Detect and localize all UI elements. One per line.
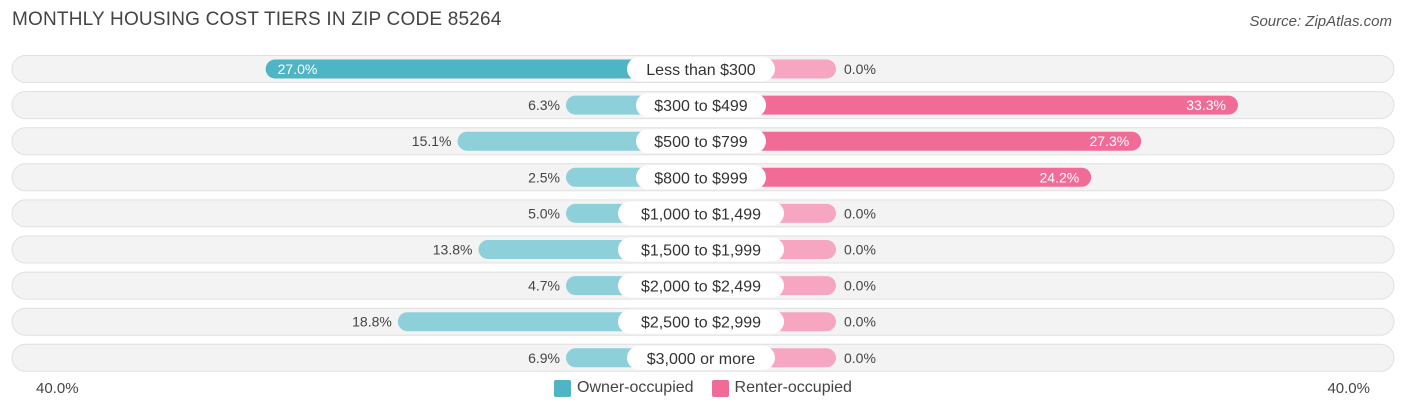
source-label: Source: ZipAtlas.com bbox=[1249, 13, 1392, 30]
category-label: Less than $300 bbox=[646, 62, 756, 79]
owner-value-label: 5.0% bbox=[528, 205, 560, 221]
category-pill bbox=[627, 57, 775, 81]
legend-item-renter: Renter-occupied bbox=[711, 379, 852, 397]
category-label: $3,000 or more bbox=[647, 351, 756, 368]
renter-value-label: 27.3% bbox=[1090, 133, 1130, 149]
category-label: $300 to $499 bbox=[654, 98, 748, 115]
renter-value-label: 0.0% bbox=[844, 205, 876, 221]
legend-item-owner: Owner-occupied bbox=[554, 379, 694, 397]
category-pill bbox=[636, 165, 766, 190]
renter-value-label: 0.0% bbox=[844, 278, 876, 294]
renter-value-label: 0.0% bbox=[844, 61, 876, 77]
category-label: $2,500 to $2,999 bbox=[641, 315, 761, 332]
category-label: $1,500 to $1,999 bbox=[641, 243, 761, 260]
owner-value-label: 18.8% bbox=[352, 314, 392, 330]
category-label: $500 to $799 bbox=[654, 134, 748, 151]
category-pill bbox=[618, 273, 784, 298]
category-pill bbox=[636, 129, 766, 154]
legend-swatch-renter bbox=[711, 379, 729, 397]
renter-bar bbox=[701, 167, 1092, 187]
axis-right-label: 40.0% bbox=[1327, 380, 1370, 397]
legend-label-owner: Owner-occupied bbox=[577, 379, 694, 396]
category-pill bbox=[627, 345, 775, 370]
owner-bar bbox=[265, 59, 701, 79]
owner-value-label: 4.7% bbox=[528, 278, 560, 294]
chart-title: MONTHLY HOUSING COST TIERS IN ZIP CODE 8… bbox=[12, 9, 502, 30]
owner-value-label: 15.1% bbox=[412, 133, 452, 149]
renter-value-label: 0.0% bbox=[844, 314, 876, 330]
category-pill bbox=[618, 201, 784, 226]
category-pill bbox=[618, 237, 784, 262]
owner-value-label: 27.0% bbox=[278, 61, 318, 77]
category-label: $800 to $999 bbox=[654, 170, 748, 187]
owner-value-label: 2.5% bbox=[528, 169, 560, 185]
category-pill bbox=[618, 309, 784, 334]
renter-value-label: 0.0% bbox=[844, 350, 876, 366]
legend-swatch-owner bbox=[554, 379, 572, 397]
category-pill bbox=[636, 93, 766, 118]
axis-left-label: 40.0% bbox=[36, 380, 79, 397]
renter-bar bbox=[701, 95, 1238, 115]
owner-value-label: 13.8% bbox=[433, 242, 473, 258]
owner-value-label: 6.3% bbox=[528, 97, 560, 113]
legend-label-renter: Renter-occupied bbox=[734, 379, 852, 396]
renter-value-label: 24.2% bbox=[1040, 169, 1080, 185]
renter-bar bbox=[701, 131, 1142, 151]
category-label: $2,000 to $2,499 bbox=[641, 279, 761, 296]
renter-value-label: 33.3% bbox=[1186, 97, 1226, 113]
category-label: $1,000 to $1,499 bbox=[641, 206, 761, 223]
legend: Owner-occupied Renter-occupied bbox=[0, 379, 1406, 397]
renter-value-label: 0.0% bbox=[844, 242, 876, 258]
owner-value-label: 6.9% bbox=[528, 350, 560, 366]
